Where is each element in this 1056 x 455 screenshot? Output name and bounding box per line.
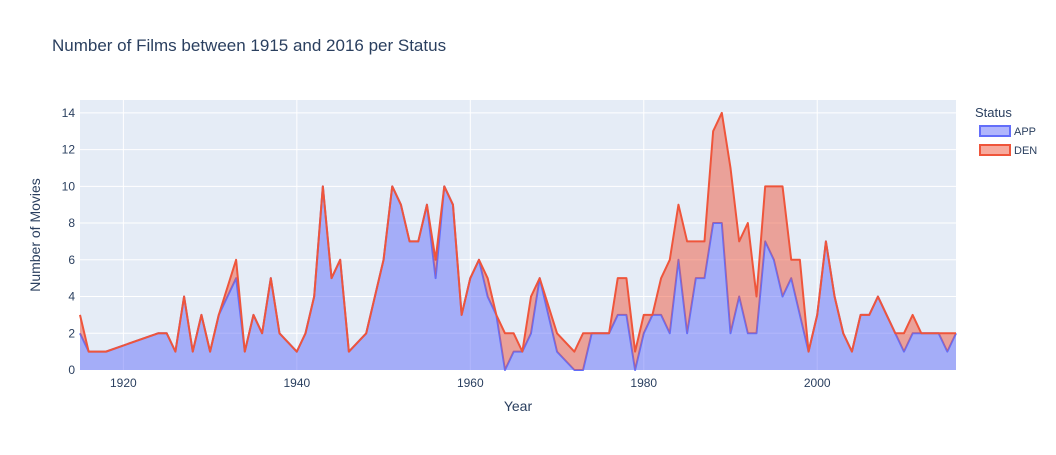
series-line-den [79, 111, 956, 353]
x-tick-label: 1940 [283, 376, 310, 390]
legend-item-app: APP [979, 125, 1036, 138]
x-tick-label: 1980 [630, 376, 657, 390]
x-tick-label: 2000 [804, 376, 831, 390]
x-tick-label: 1920 [110, 376, 137, 390]
legend-title: Status [975, 105, 1012, 120]
chart-title: Number of Films between 1915 and 2016 pe… [52, 36, 446, 55]
legend-label-app: APP [1014, 126, 1036, 138]
area-fill-app [80, 186, 956, 370]
y-tick-label: 4 [68, 290, 75, 304]
y-tick-label: 2 [68, 326, 75, 340]
legend-item-den: DEN [979, 144, 1037, 157]
legend-swatch-den [979, 144, 1011, 156]
y-tick-label: 8 [68, 216, 75, 230]
series-layer [79, 111, 957, 371]
legend-swatch-app [979, 125, 1011, 137]
tick-labels: 0 2 4 6 8 10 12 14 1920 1940 1960 1980 2000 [62, 106, 831, 390]
x-axis-label: Year [504, 398, 533, 414]
y-tick-label: 10 [62, 179, 76, 193]
y-tick-label: 14 [62, 106, 76, 120]
y-tick-label: 12 [62, 143, 76, 157]
area-fill-den [80, 112, 956, 371]
legend-label-den: DEN [1014, 145, 1037, 157]
legend-items: APP DEN [979, 125, 1037, 157]
legend: Status APP DEN [975, 105, 1037, 157]
y-tick-label: 6 [68, 253, 75, 267]
x-tick-label: 1960 [457, 376, 484, 390]
y-axis-label: Number of Movies [27, 178, 43, 292]
y-tick-label: 0 [68, 363, 75, 377]
